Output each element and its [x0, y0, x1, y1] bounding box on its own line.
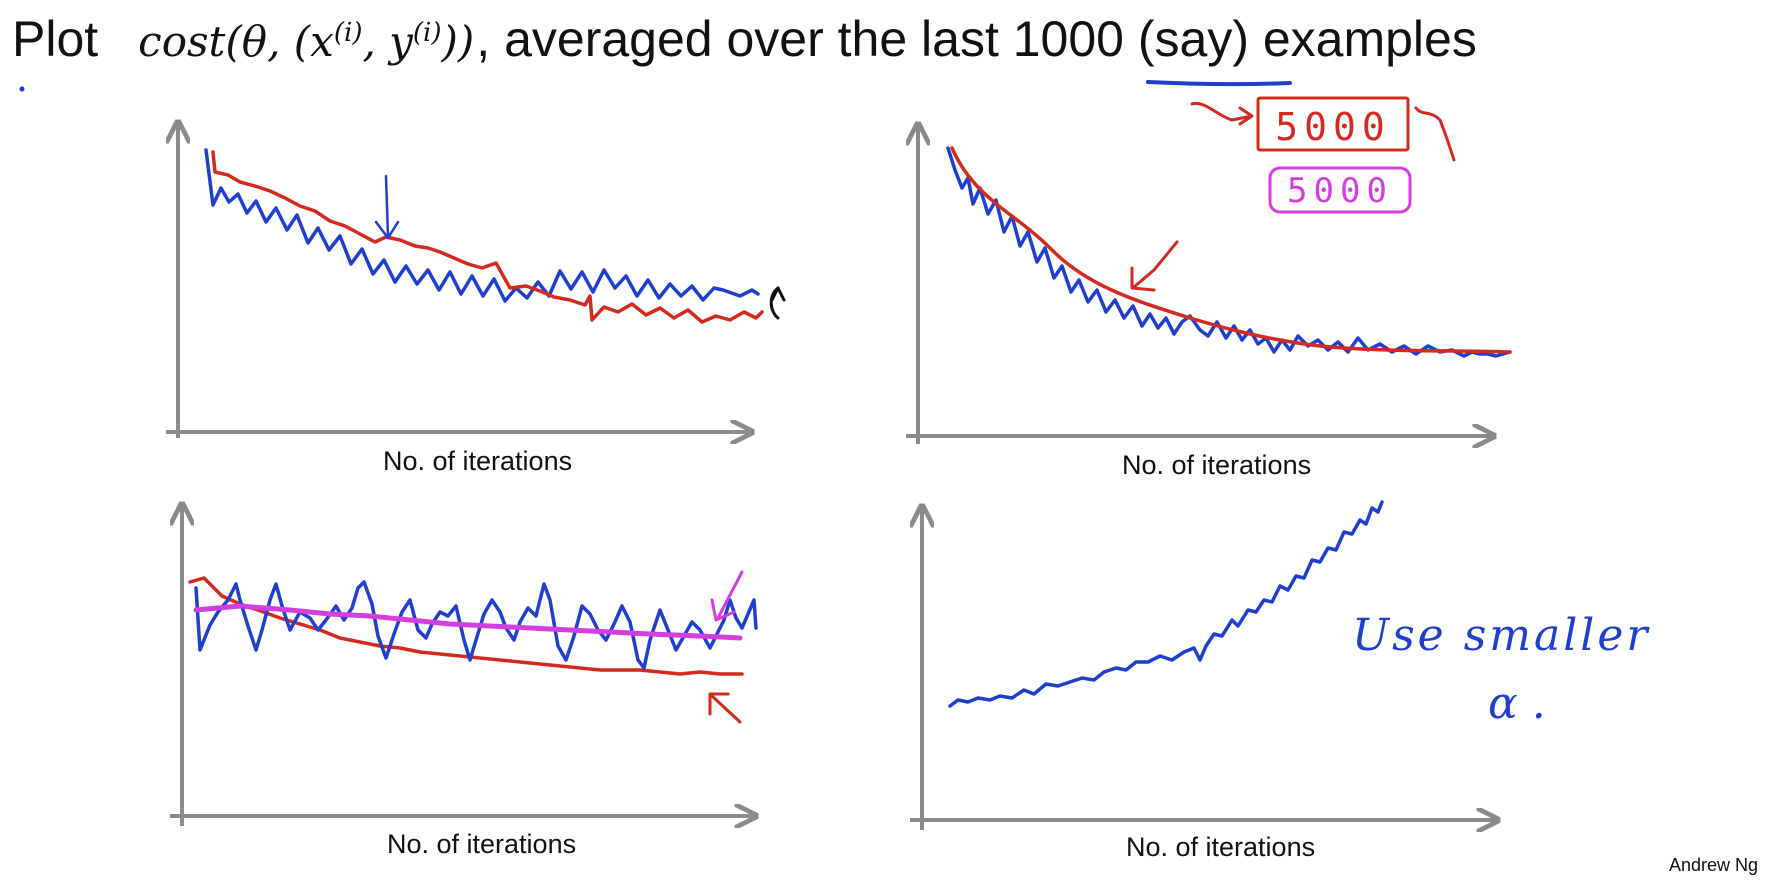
formula-prefix: cost(θ, (x — [138, 17, 334, 66]
panel-2-annotations — [1130, 96, 1456, 292]
note-line-2: α . — [1488, 678, 1546, 729]
panel-1-red-curve — [211, 150, 764, 324]
formula-sup-y: (i) — [412, 18, 442, 48]
panel-3-red-curve — [188, 576, 744, 676]
magenta-box — [1268, 166, 1412, 214]
curves-panel-2 — [946, 146, 1512, 358]
x-axis-label-panel-4: No. of iterations — [1126, 832, 1316, 862]
curves-panel-4 — [948, 500, 1384, 708]
black-up-down-arrow-icon — [769, 286, 786, 320]
magenta-down-arrow-icon — [710, 570, 744, 622]
red-right-hook-icon — [1414, 106, 1456, 162]
panel-4-blue-curve — [948, 500, 1384, 708]
title-highlight-number: 1000 — [1012, 11, 1124, 67]
red-up-arrow-icon — [708, 692, 742, 724]
formula-mid: , y — [362, 17, 413, 66]
panel-3-annotations — [708, 570, 744, 724]
slide-title: Plot cost(θ, (x(i), y(i))) , averaged ov… — [12, 10, 1477, 80]
title-plot-word: Plot — [12, 11, 99, 67]
curves-panel-1 — [204, 148, 764, 324]
panel-2-red-curve — [950, 146, 1512, 354]
curves-panel-3 — [188, 576, 758, 676]
title-underline — [1146, 80, 1292, 87]
cost-formula: cost(θ, (x(i), y(i))) — [138, 17, 474, 66]
panel-4-note: Use smaller α . — [1352, 610, 1650, 729]
panel-1-blue-curve — [204, 148, 760, 303]
panel-1-annotations — [374, 174, 786, 320]
magenta-box-number: 5000 — [1287, 171, 1393, 211]
axes-panel-1 — [166, 122, 752, 438]
x-axis-label-panel-2: No. of iterations — [1122, 450, 1312, 480]
panel-3-magenta-curve — [193, 603, 743, 641]
axes-panel-3 — [170, 504, 756, 826]
axes-panel-2 — [906, 124, 1494, 444]
title-caption-after: (say) examples — [1123, 11, 1477, 67]
panel-2-blue-curve — [946, 146, 1512, 358]
x-axis-label-panel-3: No. of iterations — [387, 829, 577, 859]
red-box-number: 5000 — [1275, 105, 1391, 149]
x-axis-label-panel-1: No. of iterations — [383, 446, 573, 476]
author-credit: Andrew Ng — [1668, 855, 1758, 875]
axes-panel-4 — [910, 506, 1498, 830]
note-line-1: Use smaller — [1352, 610, 1650, 661]
formula-sup-x: (i) — [333, 18, 363, 48]
formula-suffix: )) — [441, 17, 475, 66]
title-caption-before: , averaged over the last — [476, 11, 1013, 67]
red-diagonal-arrow-icon — [1130, 240, 1179, 292]
blue-down-arrow-icon — [374, 174, 400, 240]
pen-dot — [19, 86, 25, 92]
red-left-curl-arrow-icon — [1190, 101, 1254, 126]
red-box — [1256, 96, 1410, 152]
